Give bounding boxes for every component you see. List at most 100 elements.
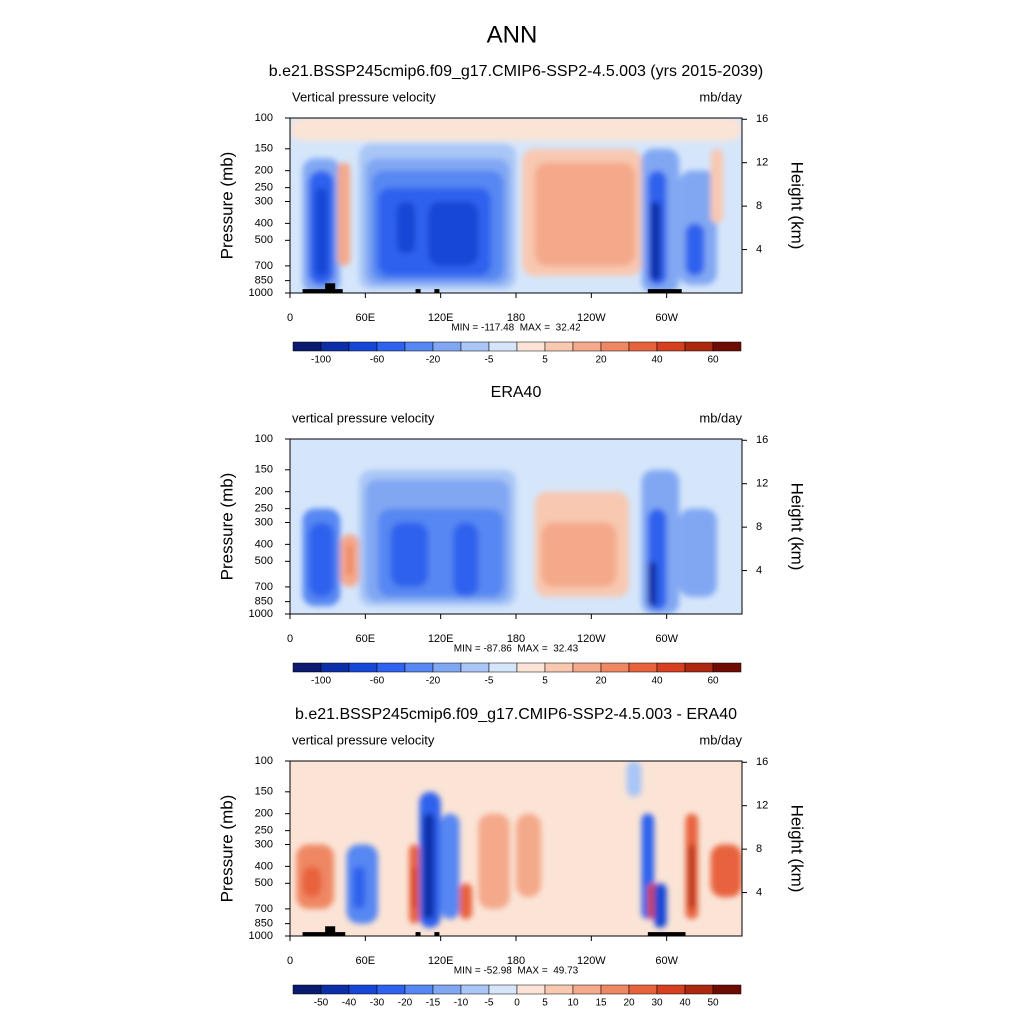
x-tick-label: 0 [287, 312, 293, 324]
colorbar-label: -10 [454, 998, 469, 1009]
colorbar-box [516, 341, 546, 352]
panel-title: b.e21.BSSP245cmip6.f09_g17.CMIP6-SSP2-4.… [295, 706, 737, 723]
terrain [415, 932, 421, 936]
y-tick-label: 300 [255, 195, 273, 207]
colorbar-label: 20 [623, 998, 635, 1009]
contour-region [396, 201, 416, 255]
colorbar-box [348, 341, 378, 352]
contour-region [534, 162, 636, 266]
colorbar-box [712, 341, 742, 352]
y-tick-label: 150 [255, 464, 273, 476]
y2-axis-title: Height (km) [788, 805, 807, 893]
units-label: mb/day [699, 732, 742, 747]
colorbar-label: -15 [426, 998, 441, 1009]
y2-tick-label: 16 [756, 434, 768, 446]
contour-region [654, 883, 667, 928]
colorbar-label: 40 [651, 676, 663, 687]
min-max: MIN = -117.48 MAX = 32.42 [451, 323, 581, 334]
x-tick-label: 180 [507, 633, 525, 645]
panel-title: b.e21.BSSP245cmip6.f09_g17.CMIP6-SSP2-4.… [269, 63, 764, 80]
colorbar-box [572, 984, 602, 995]
colorbar-label: -5 [485, 676, 494, 687]
x-tick-label: 60W [655, 312, 678, 324]
x-tick-label: 120E [428, 633, 454, 645]
colorbar-box [460, 662, 490, 673]
x-tick-label: 60E [356, 312, 376, 324]
terrain [647, 932, 686, 936]
colorbar-box [544, 341, 574, 352]
colorbar-box [712, 984, 742, 995]
contour-region [390, 522, 429, 587]
units-label: mb/day [699, 89, 742, 104]
colorbar-box [628, 662, 658, 673]
y2-tick-label: 8 [756, 200, 762, 212]
colorbar-label: 40 [651, 355, 663, 366]
y-tick-label: 500 [255, 234, 273, 246]
colorbar-box [432, 341, 462, 352]
colorbar-label: -40 [342, 998, 357, 1009]
colorbar-label: -50 [314, 998, 329, 1009]
x-tick-label: 180 [507, 312, 525, 324]
colorbar-box [320, 341, 350, 352]
colorbar-label: 0 [514, 998, 520, 1009]
contour-region [315, 187, 328, 277]
y-tick-label: 100 [255, 112, 273, 124]
terrain [325, 283, 336, 293]
y-tick-label: 250 [255, 503, 273, 515]
colorbar-box [376, 662, 406, 673]
y-tick-label: 500 [255, 555, 273, 567]
colorbar-label: 20 [595, 676, 607, 687]
field-shapes [296, 761, 742, 928]
colorbar-box [656, 984, 686, 995]
colorbar-box [656, 341, 686, 352]
colorbar-label: -30 [370, 998, 385, 1009]
contour-region [352, 866, 366, 909]
colorbar-label: -20 [398, 998, 413, 1009]
y2-axis-title: Height (km) [788, 162, 807, 250]
y2-tick-label: 12 [756, 478, 768, 490]
contour-region [710, 148, 724, 224]
x-tick-label: 120W [577, 312, 606, 324]
y-tick-label: 850 [255, 275, 273, 287]
colorbar-label: -20 [426, 676, 441, 687]
colorbar-box [348, 662, 378, 673]
min-max: MIN = -52.98 MAX = 49.73 [454, 966, 579, 977]
colorbar-box [376, 984, 406, 995]
colorbar-label: -20 [426, 355, 441, 366]
contour-region [337, 162, 351, 266]
contour-field [290, 118, 742, 293]
colorbar-box [460, 341, 490, 352]
figure-title: ANN [487, 21, 538, 48]
colorbar-label: -60 [370, 355, 385, 366]
field-shapes [290, 439, 742, 614]
contour-region [478, 813, 510, 909]
y-tick-label: 500 [255, 877, 273, 889]
colorbar-box [404, 984, 434, 995]
terrain [302, 289, 343, 293]
y-tick-label: 250 [255, 825, 273, 837]
colorbar-label: 5 [542, 998, 548, 1009]
colorbar-box [376, 341, 406, 352]
colorbar-box [320, 984, 350, 995]
variable-label: vertical pressure velocity [292, 410, 435, 425]
colorbar-label: 60 [707, 676, 719, 687]
y-tick-label: 1000 [249, 287, 273, 299]
contour-region [516, 813, 542, 898]
colorbar-box [488, 662, 518, 673]
colorbar-box [432, 984, 462, 995]
y2-tick-label: 16 [756, 756, 768, 768]
y-tick-label: 1000 [249, 608, 273, 620]
colorbar-label: -100 [311, 355, 331, 366]
contour-region [290, 439, 742, 456]
colorbar-label: -5 [485, 998, 494, 1009]
colorbar-box [572, 662, 602, 673]
contour-region [302, 866, 322, 898]
colorbar-label: 50 [707, 998, 719, 1009]
contour-region [650, 201, 661, 281]
colorbar-box [348, 984, 378, 995]
y2-tick-label: 8 [756, 843, 762, 855]
y-tick-label: 150 [255, 786, 273, 798]
y-tick-label: 100 [255, 755, 273, 767]
panel: ERA40 vertical pressure velocity mb/day 0 60… [217, 384, 806, 686]
